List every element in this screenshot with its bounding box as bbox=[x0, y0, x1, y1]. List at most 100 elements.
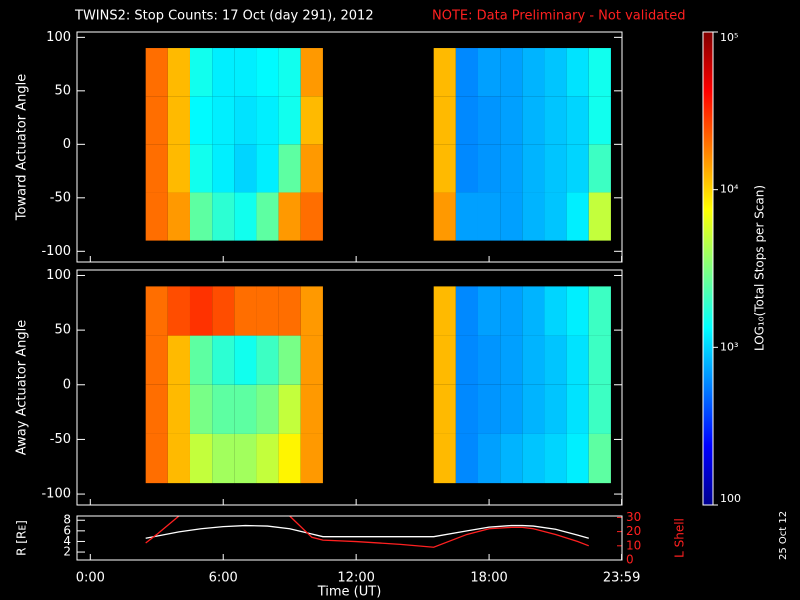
heat-cell bbox=[455, 286, 478, 336]
y-tick-label: 0 bbox=[63, 137, 71, 152]
heat-cell bbox=[189, 286, 213, 336]
heat-cell bbox=[212, 48, 235, 97]
heat-cell bbox=[588, 48, 611, 97]
heat-cell bbox=[544, 96, 567, 145]
heat-cell bbox=[234, 286, 257, 336]
heat-cell bbox=[566, 433, 589, 484]
heat-cell bbox=[588, 192, 611, 241]
colorbar bbox=[702, 31, 714, 506]
heat-cell bbox=[189, 335, 213, 385]
y-tick-label: 100 bbox=[46, 30, 71, 45]
line bbox=[289, 515, 590, 548]
heat-cell bbox=[278, 433, 301, 484]
heat-cell bbox=[500, 433, 523, 484]
plot-frame bbox=[76, 31, 623, 263]
heat-cell bbox=[522, 286, 545, 336]
heat-cell bbox=[500, 335, 523, 385]
heat-cell bbox=[588, 384, 611, 434]
heat-cell bbox=[278, 384, 301, 434]
colorbar-tick-label: 10³ bbox=[720, 340, 738, 353]
colorbar-tick-label: 10⁴ bbox=[720, 183, 739, 196]
heat-cell bbox=[256, 96, 279, 145]
y2-tick-label: 20 bbox=[626, 524, 641, 538]
heat-cell bbox=[522, 48, 545, 97]
heat-cell bbox=[566, 286, 589, 336]
heat-cell bbox=[477, 96, 501, 145]
heat-cell bbox=[588, 144, 611, 193]
heat-cell bbox=[544, 433, 567, 484]
heat-cell bbox=[145, 192, 168, 241]
y-axis-label: Away Actuator Angle bbox=[15, 320, 30, 455]
heat-cell bbox=[477, 144, 501, 193]
colorbar-label: LOG₁₀(Total Stops per Scan) bbox=[753, 185, 767, 351]
heat-cell bbox=[234, 48, 257, 97]
heat-cell bbox=[234, 433, 257, 484]
heat-cell bbox=[300, 144, 323, 193]
heat-cell bbox=[167, 384, 190, 434]
heat-cell bbox=[433, 48, 456, 97]
heat-cell bbox=[189, 433, 213, 484]
heat-cell bbox=[433, 433, 456, 484]
heat-cell bbox=[477, 384, 501, 434]
heat-cell bbox=[300, 48, 323, 97]
heat-cell bbox=[167, 96, 190, 145]
heat-cell bbox=[212, 96, 235, 145]
heat-cell bbox=[566, 144, 589, 193]
heat-cell bbox=[455, 96, 478, 145]
heat-cell bbox=[477, 48, 501, 97]
heat-cell bbox=[544, 286, 567, 336]
heat-cell bbox=[189, 144, 213, 193]
y-tick-label: 0 bbox=[63, 377, 71, 392]
heat-cell bbox=[455, 335, 478, 385]
heat-cell bbox=[500, 48, 523, 97]
y-tick-label: -100 bbox=[41, 244, 71, 259]
y-tick-label: 50 bbox=[54, 83, 71, 98]
heat-cell bbox=[189, 96, 213, 145]
heat-cell bbox=[167, 192, 190, 241]
x-tick-label: 0:00 bbox=[76, 571, 105, 586]
heat-cell bbox=[256, 192, 279, 241]
heat-cell bbox=[566, 335, 589, 385]
heat-cell bbox=[256, 335, 279, 385]
heat-cell bbox=[477, 433, 501, 484]
heat-cell bbox=[234, 335, 257, 385]
heat-cell bbox=[234, 144, 257, 193]
heat-cell bbox=[522, 384, 545, 434]
heat-cell bbox=[433, 286, 456, 336]
note: NOTE: Data Preliminary - Not validated bbox=[432, 9, 686, 24]
heat-cell bbox=[256, 144, 279, 193]
heat-cell bbox=[300, 384, 323, 434]
heat-cell bbox=[167, 48, 190, 97]
x-axis-label: Time (UT) bbox=[317, 585, 382, 600]
heat-cell bbox=[522, 335, 545, 385]
y-tick-label: 6 bbox=[63, 523, 71, 537]
heat-cell bbox=[433, 335, 456, 385]
heat-cell bbox=[500, 286, 523, 336]
heat-cell bbox=[278, 192, 301, 241]
heat-cell bbox=[189, 384, 213, 434]
x-tick-label: 18:00 bbox=[470, 571, 507, 586]
heat-cell bbox=[167, 144, 190, 193]
heat-cell bbox=[234, 192, 257, 241]
heat-cell bbox=[588, 335, 611, 385]
heat-cell bbox=[278, 144, 301, 193]
heat-cell bbox=[433, 192, 456, 241]
heat-cell bbox=[500, 144, 523, 193]
date-stamp: 25 Oct 12 bbox=[778, 511, 789, 560]
heat-cell bbox=[256, 286, 279, 336]
heat-cell bbox=[278, 48, 301, 97]
heat-cell bbox=[300, 335, 323, 385]
heat-cell bbox=[300, 96, 323, 145]
heat-cell bbox=[500, 384, 523, 434]
heat-cell bbox=[522, 433, 545, 484]
heat-cell bbox=[566, 96, 589, 145]
heat-cell bbox=[145, 48, 168, 97]
line bbox=[145, 524, 589, 539]
heat-cell bbox=[212, 433, 235, 484]
heat-cell bbox=[566, 192, 589, 241]
plot-frame bbox=[76, 269, 623, 506]
y-tick-label: -50 bbox=[50, 190, 71, 205]
y2-tick-label: 0 bbox=[626, 553, 634, 567]
line bbox=[145, 515, 180, 544]
